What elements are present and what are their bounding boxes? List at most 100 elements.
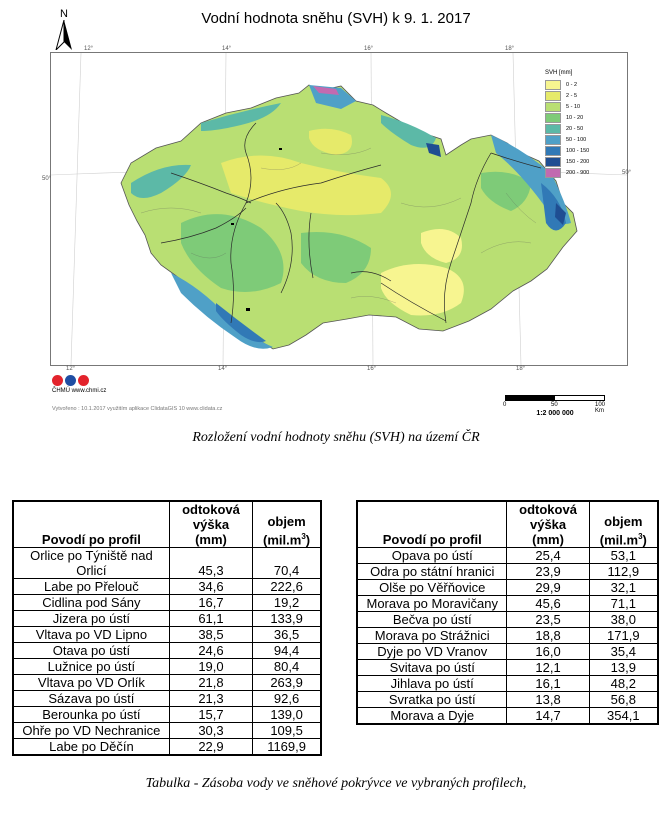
cell-objem: 133,9 [252, 610, 322, 627]
legend-item: 50 - 100 [545, 134, 589, 145]
cell-objem: 36,5 [252, 626, 322, 643]
map-caption: Rozložení vodní hodnoty sněhu (SVH) na ú… [192, 430, 480, 445]
cell-vyska: 16,1 [506, 675, 590, 692]
cell-vyska: 61,1 [168, 610, 254, 627]
table-row: Opava po ústí 25,4 53,1 [356, 547, 659, 564]
cell-objem: 109,5 [252, 722, 322, 739]
scale-number: 100 Km [595, 402, 606, 414]
cell-name: Vltava po VD Lipno [12, 626, 170, 643]
map-title: Vodní hodnota sněhu (SVH) k 9. 1. 2017 [201, 10, 471, 27]
cell-objem: 70,4 [252, 547, 322, 579]
cell-name: Vltava po VD Orlík [12, 674, 170, 691]
table-row: Morava po Moravičany 45,6 71,1 [356, 595, 659, 612]
cell-vyska: 22,9 [168, 738, 254, 756]
cell-vyska: 23,9 [506, 563, 590, 580]
legend-item: 100 - 150 [545, 145, 589, 156]
grid-label-top: 12° [84, 46, 94, 52]
cell-vyska: 19,0 [168, 658, 254, 675]
cell-name: Opava po ústí [356, 547, 508, 564]
table-row: Cidlina pod Sány 16,7 19,2 [12, 594, 322, 611]
cell-objem: 13,9 [588, 659, 659, 676]
legend-title: SVH [mm] [545, 70, 573, 76]
cell-objem: 32,1 [588, 579, 659, 596]
cell-vyska: 18,8 [506, 627, 590, 644]
cell-vyska: 24,6 [168, 642, 254, 659]
legend-label: 5 - 10 [566, 103, 581, 110]
snow-map: Vodní hodnota sněhu (SVH) k 9. 1. 2017 N [42, 8, 632, 417]
cell-vyska: 12,1 [506, 659, 590, 676]
grid-label-top: 16° [364, 46, 374, 52]
cell-objem: 139,0 [252, 706, 322, 723]
cell-vyska: 45,3 [168, 547, 254, 579]
cell-objem: 71,1 [588, 595, 659, 612]
legend-item: 5 - 10 [545, 101, 589, 112]
agency-logo: ČHMÚ www.chmi.cz [52, 375, 106, 394]
cell-vyska: 21,8 [168, 674, 254, 691]
cell-objem: 38,0 [588, 611, 659, 628]
legend-swatch [545, 90, 561, 101]
legend-label: 150 - 200 [566, 158, 590, 165]
map-frame [50, 52, 628, 366]
col-header-vyska: odtoková výška (mm) [506, 500, 590, 548]
cell-objem: 1169,9 [252, 738, 322, 756]
legend-swatch [545, 167, 561, 178]
cell-objem: 19,2 [252, 594, 322, 611]
cell-objem: 263,9 [252, 674, 322, 691]
north-label: N [60, 8, 68, 20]
table-row: Vltava po VD Orlík 21,8 263,9 [12, 674, 322, 691]
cell-name: Dyje po VD Vranov [356, 643, 508, 660]
snow-table-left: Povodí po profil odtoková výška (mm) obj… [12, 500, 322, 756]
cell-name: Labe po Děčín [12, 738, 170, 756]
legend-item: 2 - 5 [545, 90, 589, 101]
cell-objem: 222,6 [252, 578, 322, 595]
table-row: Berounka po ústí 15,7 139,0 [12, 706, 322, 723]
legend-swatch [545, 134, 561, 145]
cell-vyska: 14,7 [506, 707, 590, 725]
grid-label-side: 50° [42, 176, 52, 182]
cell-name: Bečva po ústí [356, 611, 508, 628]
scale-number: 0 [503, 402, 507, 408]
legend-swatch [545, 112, 561, 123]
agency-label: ČHMÚ www.chmi.cz [52, 388, 107, 394]
table-row: Morava a Dyje 14,7 354,1 [356, 707, 659, 725]
legend-item: 150 - 200 [545, 156, 589, 167]
table-row: Lužnice po ústí 19,0 80,4 [12, 658, 322, 675]
country-shape [120, 84, 578, 350]
table-row: Orlice po Týniště nad Orlicí 45,3 70,4 [12, 547, 322, 579]
cell-name: Jizera po ústí [12, 610, 170, 627]
legend-item: 10 - 20 [545, 112, 589, 123]
table-row: Labe po Děčín 22,9 1169,9 [12, 738, 322, 756]
cell-name: Orlice po Týniště nad Orlicí [12, 547, 170, 579]
scale-bar: 0 50 100 Km 1:2 000 000 [503, 395, 606, 417]
table-row: Bečva po ústí 23,5 38,0 [356, 611, 659, 628]
table-row: Jizera po ústí 61,1 133,9 [12, 610, 322, 627]
table-row: Ohře po VD Nechranice 30,3 109,5 [12, 722, 322, 739]
legend-item: 0 - 2 [545, 79, 589, 90]
table-row: Otava po ústí 24,6 94,4 [12, 642, 322, 659]
legend-label: 200 - 900 [566, 169, 590, 176]
cell-objem: 35,4 [588, 643, 659, 660]
col-header-objem: objem (mil.m3) [588, 500, 659, 548]
table-row: Sázava po ústí 21,3 92,6 [12, 690, 322, 707]
made-note: Vytvořeno : 10.1.2017 využitím aplikace … [52, 406, 223, 412]
cell-name: Lužnice po ústí [12, 658, 170, 675]
cell-objem: 354,1 [588, 707, 659, 725]
cell-vyska: 30,3 [168, 722, 254, 739]
cell-vyska: 29,9 [506, 579, 590, 596]
legend-label: 10 - 20 [566, 114, 584, 121]
grid-label-bottom: 12° [66, 366, 76, 372]
table-row: Odra po státní hranici 23,9 112,9 [356, 563, 659, 580]
cell-vyska: 15,7 [168, 706, 254, 723]
legend-label: 20 - 50 [566, 125, 584, 132]
cell-objem: 92,6 [252, 690, 322, 707]
cell-vyska: 34,6 [168, 578, 254, 595]
col-header-vyska: odtoková výška (mm) [168, 500, 254, 548]
cell-vyska: 16,0 [506, 643, 590, 660]
cell-name: Berounka po ústí [12, 706, 170, 723]
grid-label-side: 50° [622, 170, 632, 176]
grid-label-top: 18° [505, 46, 515, 52]
legend-swatch [545, 79, 561, 90]
col-header-objem: objem (mil.m3) [252, 500, 322, 548]
cell-vyska: 45,6 [506, 595, 590, 612]
cell-objem: 56,8 [588, 691, 659, 708]
